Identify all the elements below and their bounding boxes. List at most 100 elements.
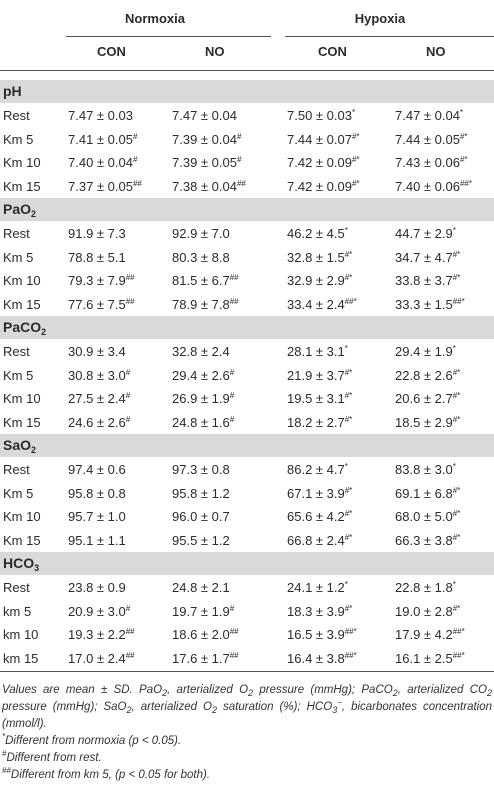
cell: 66.3 ± 3.8#* — [395, 533, 460, 548]
cell: 24.6 ± 2.6# — [68, 415, 130, 430]
text: pressure (mmHg); SaO — [2, 701, 127, 713]
column-header: CON — [318, 44, 347, 59]
cell-value: 7.50 ± 0.03 — [287, 108, 352, 123]
superscript: − — [337, 698, 342, 707]
cell: 69.1 ± 6.8#* — [395, 486, 460, 501]
cell-value: 18.5 ± 2.9 — [395, 414, 453, 430]
cell-marker: #* — [452, 367, 461, 377]
text: SaO — [3, 437, 32, 453]
cell: 32.9 ± 2.9#* — [287, 273, 352, 288]
cell: 77.6 ± 7.5## — [68, 297, 135, 312]
cell-marker: ## — [125, 650, 135, 660]
text: saturation (%); HCO — [216, 701, 333, 713]
cell: 27.5 ± 2.4# — [68, 391, 130, 406]
cell: 16.1 ± 2.5##* — [395, 651, 465, 666]
cell-value: 91.9 ± 7.3 — [68, 226, 126, 241]
cell: 29.4 ± 2.6# — [172, 368, 234, 383]
cell: 67.1 ± 3.9#* — [287, 486, 352, 501]
footnote: #Different from rest. — [2, 750, 492, 767]
row-label: km 5 — [3, 603, 32, 619]
cell-value: 17.0 ± 2.4 — [68, 650, 126, 666]
section-title: pH — [3, 83, 22, 99]
section-title: HCO3 — [3, 555, 40, 573]
cell-value: 81.5 ± 6.7 — [172, 273, 230, 288]
subscript: 3 — [34, 563, 40, 573]
cell-value: 7.40 ± 0.06 — [395, 178, 460, 194]
cell-value: 22.8 ± 2.6 — [395, 367, 453, 383]
cell-marker: #* — [459, 131, 468, 141]
row-label: Km 10 — [3, 273, 41, 288]
cell: 33.4 ± 2.4##* — [287, 297, 357, 312]
cell: 19.0 ± 2.8#* — [395, 604, 460, 619]
cell-marker: # — [125, 414, 131, 424]
cell-value: 19.7 ± 1.9 — [172, 603, 230, 619]
subscript: 2 — [487, 688, 493, 698]
row-label: Km 10 — [3, 509, 41, 524]
cell: 7.47 ± 0.04* — [395, 108, 463, 123]
superscript: * — [2, 732, 6, 741]
cell-value: 20.9 ± 3.0 — [68, 603, 126, 619]
cell: 7.50 ± 0.03* — [287, 108, 355, 123]
cell: 30.8 ± 3.0# — [68, 368, 130, 383]
cell: 66.8 ± 2.4#* — [287, 533, 352, 548]
cell: 24.1 ± 1.2* — [287, 580, 348, 595]
cell: 7.39 ± 0.05# — [172, 155, 241, 170]
row-label: Km 15 — [3, 532, 41, 548]
cell: 7.42 ± 0.09#* — [287, 155, 360, 170]
cell-value: 24.1 ± 1.2 — [287, 580, 345, 595]
text: PaO — [3, 201, 32, 217]
cell-value: 97.4 ± 0.6 — [68, 462, 126, 477]
cell-marker: # — [229, 391, 235, 400]
cell: 16.4 ± 3.8##* — [287, 651, 357, 666]
superscript: # — [2, 749, 7, 758]
cell: 7.42 ± 0.09#* — [287, 179, 360, 194]
cell-marker: #* — [344, 273, 353, 282]
row-label: km 10 — [3, 627, 39, 642]
cell-marker: #* — [459, 155, 468, 164]
rule — [285, 36, 494, 37]
section-band — [0, 198, 494, 221]
cell: 97.3 ± 0.8 — [172, 462, 230, 477]
rule — [66, 36, 271, 37]
cell-value: 26.9 ± 1.9 — [172, 391, 230, 406]
cell-value: 17.6 ± 1.7 — [172, 650, 230, 666]
cell-marker: #* — [351, 131, 360, 141]
cell-value: 16.4 ± 3.8 — [287, 650, 345, 666]
column-header: NO — [426, 44, 446, 59]
section-title: PaCO2 — [3, 319, 46, 337]
cell: 7.37 ± 0.05## — [68, 179, 142, 194]
cell-marker: #* — [344, 414, 353, 424]
cell-marker: ## — [125, 296, 135, 306]
cell-marker: #* — [344, 367, 353, 377]
subscript: 2 — [31, 209, 37, 219]
footnote: *Different from normoxia (p < 0.05). — [2, 733, 492, 750]
cell: 17.6 ± 1.7## — [172, 651, 239, 666]
cell: 65.6 ± 4.2#* — [287, 509, 352, 524]
row-label: Km 5 — [3, 485, 34, 501]
cell: 7.38 ± 0.04## — [172, 179, 246, 194]
cell-value: 23.8 ± 0.9 — [68, 580, 126, 595]
section-band — [0, 434, 494, 457]
cell: 78.8 ± 5.1 — [68, 250, 126, 265]
cell-marker: #* — [452, 603, 461, 613]
subscript: 2 — [162, 688, 168, 698]
cell-marker: ## — [229, 273, 239, 282]
cell-value: 65.6 ± 4.2 — [287, 509, 345, 524]
cell: 79.3 ± 7.9## — [68, 273, 135, 288]
cell-value: 24.8 ± 2.1 — [172, 580, 230, 595]
footnote: Values are mean ± SD. PaO2, arterialized… — [2, 682, 492, 733]
cell-value: 66.3 ± 3.8 — [395, 532, 453, 548]
cell-marker: #* — [452, 532, 461, 542]
cell-marker: ## — [229, 627, 239, 636]
subscript: 3 — [332, 705, 338, 715]
cell-value: 79.3 ± 7.9 — [68, 273, 126, 288]
cell: 18.6 ± 2.0## — [172, 627, 239, 642]
subscript: 2 — [211, 705, 217, 715]
text: , arterialized CO — [397, 684, 487, 696]
row-label: km 15 — [3, 650, 39, 666]
cell-marker: ## — [132, 178, 142, 188]
cell-value: 96.0 ± 0.7 — [172, 509, 230, 524]
cell: 21.9 ± 3.7#* — [287, 368, 352, 383]
cell: 95.8 ± 0.8 — [68, 486, 126, 501]
cell-value: 34.7 ± 4.7 — [395, 249, 453, 265]
